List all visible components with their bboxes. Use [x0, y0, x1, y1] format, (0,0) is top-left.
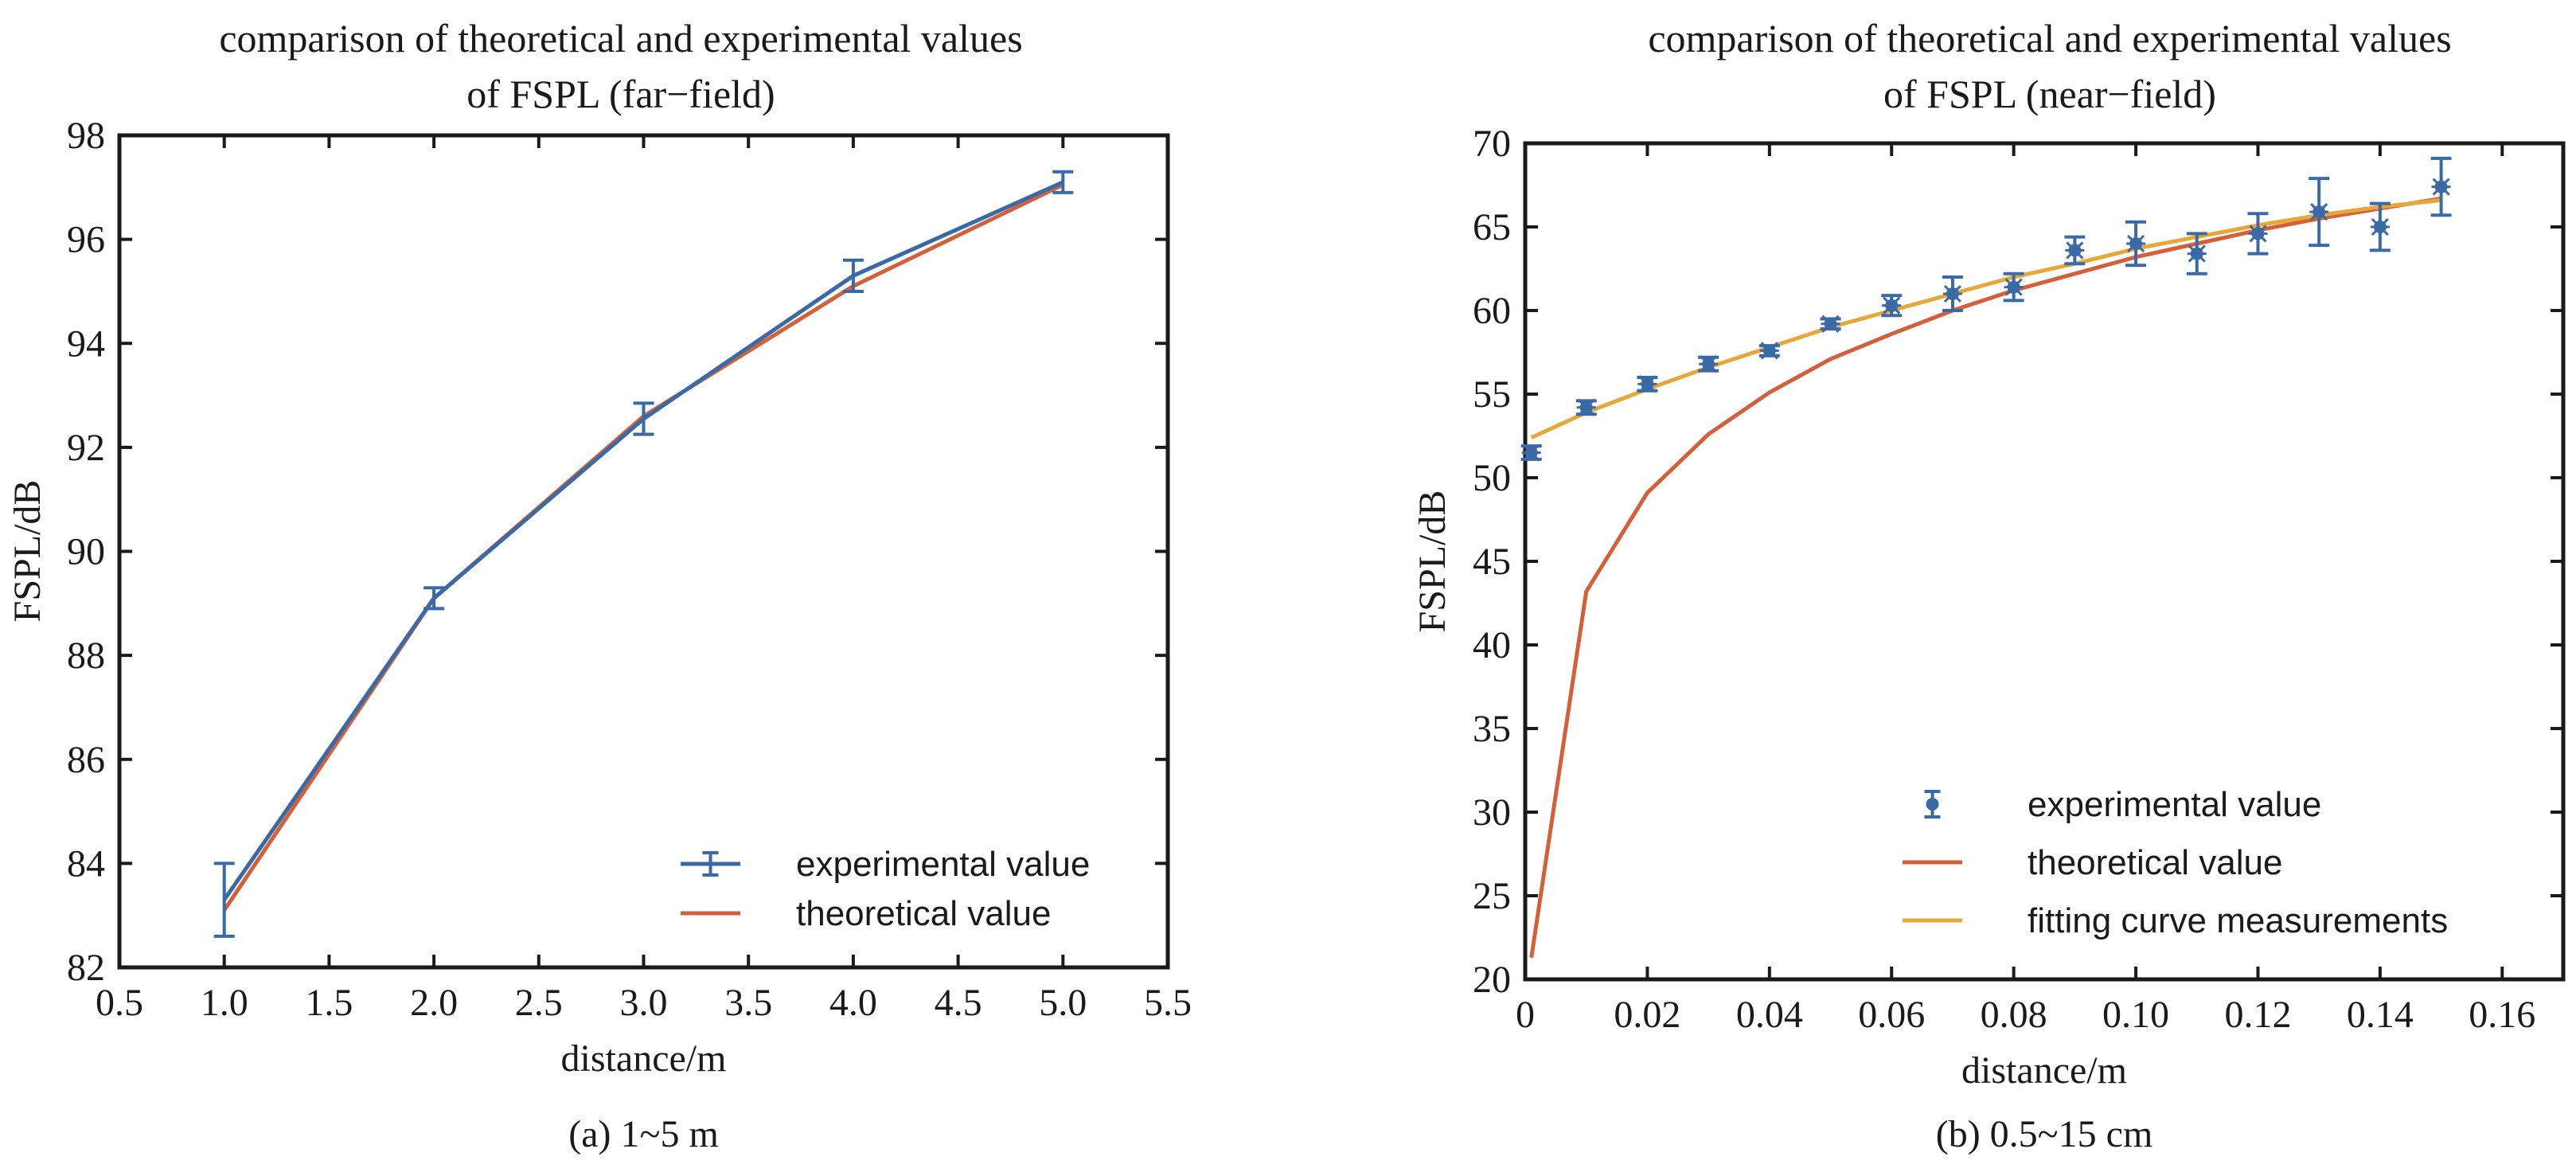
legend-label: fitting curve measurements — [2028, 901, 2448, 940]
y-tick-label: 92 — [67, 427, 105, 469]
x-tick-label: 4.0 — [829, 982, 877, 1024]
data-point-star — [2248, 225, 2268, 243]
data-point-star — [1699, 355, 1719, 373]
series-experimental — [1520, 156, 2452, 462]
legend-label: theoretical value — [2028, 843, 2282, 882]
x-tick-label: 5.5 — [1144, 982, 1192, 1024]
x-tick-label: 0.04 — [1736, 994, 1803, 1036]
x-tick-label: 2.5 — [515, 982, 563, 1024]
y-tick-label: 25 — [1473, 875, 1511, 917]
legend: experimental value theoretical value fitti… — [1903, 785, 2448, 940]
y-tick-label: 96 — [67, 219, 105, 261]
data-point-star — [1942, 284, 1962, 303]
y-tick-label: 60 — [1473, 290, 1511, 332]
x-tick-label: 0.14 — [2347, 994, 2414, 1036]
x-axis-label: distance/m — [561, 1037, 727, 1080]
x-tick-label: 5.0 — [1039, 982, 1087, 1024]
x-tick-label: 0 — [1516, 994, 1535, 1036]
legend: experimental value theoretical value — [681, 845, 1090, 933]
y-tick-label: 84 — [67, 842, 105, 885]
series-fitting — [1530, 197, 2441, 440]
y-axis-label: FSPL/dB — [1411, 490, 1454, 633]
legend-label: theoretical value — [796, 894, 1051, 933]
data-point-star — [2004, 278, 2024, 296]
y-tick-label: 88 — [67, 635, 105, 677]
chart-title-line: of FSPL (near−field) — [1883, 72, 2216, 116]
y-axis-label: FSPL/dB — [6, 480, 49, 623]
data-point-star — [2065, 241, 2085, 260]
x-tick-label: 0.5 — [96, 982, 143, 1024]
y-tick-label: 30 — [1473, 791, 1511, 834]
data-point-star — [2187, 244, 2207, 263]
y-tick-label: 86 — [67, 739, 105, 781]
x-tick-label: 0.16 — [2469, 994, 2535, 1036]
data-point-star — [1637, 375, 1657, 393]
y-tick-label: 20 — [1473, 959, 1511, 1001]
x-tick-label: 0.06 — [1858, 994, 1925, 1036]
y-tick-label: 45 — [1473, 541, 1511, 583]
data-point-star — [1759, 342, 1779, 360]
x-tick-label: 3.0 — [620, 982, 668, 1024]
x-tick-label: 0.10 — [2102, 994, 2169, 1036]
y-tick-label: 65 — [1473, 206, 1511, 248]
y-tick-label: 90 — [67, 531, 105, 573]
legend-label: experimental value — [2028, 785, 2321, 824]
legend-label: experimental value — [796, 845, 1090, 884]
data-point-star — [1576, 398, 1596, 416]
x-tick-label: 3.5 — [724, 982, 772, 1024]
figure-caption: (a) 1~5 m — [568, 1113, 719, 1155]
x-tick-label: 0.08 — [1981, 994, 2047, 1036]
series-line — [222, 182, 1064, 912]
data-point-star — [1521, 443, 1541, 462]
series-experimental — [213, 170, 1074, 938]
y-tick-label: 50 — [1473, 457, 1511, 499]
data-point-star — [2431, 178, 2451, 196]
chart-title-line: comparison of theoretical and experiment… — [1648, 16, 2451, 61]
plot-frame — [117, 133, 1170, 970]
chart-2: comparison of theoretical and experiment… — [1411, 16, 2566, 1155]
x-axis-label: distance/m — [1961, 1049, 2127, 1092]
y-tick-label: 35 — [1473, 708, 1511, 750]
y-tick-label: 40 — [1473, 624, 1511, 666]
x-tick-label: 0.02 — [1614, 994, 1680, 1036]
x-tick-label: 0.12 — [2224, 994, 2291, 1036]
y-tick-label: 94 — [67, 322, 105, 365]
series-line — [1529, 196, 2442, 959]
chart-1: comparison of theoretical and experiment… — [6, 16, 1192, 1155]
data-point-star — [1821, 315, 1840, 333]
x-tick-label: 4.5 — [935, 982, 982, 1024]
x-tick-label: 2.0 — [410, 982, 458, 1024]
series-line — [1530, 197, 2441, 440]
figure-caption: (b) 0.5~15 cm — [1936, 1113, 2153, 1155]
y-tick-label: 55 — [1473, 373, 1511, 416]
series-line — [222, 180, 1064, 901]
y-tick-label: 70 — [1473, 123, 1511, 165]
legend-point-swatch — [1926, 798, 1939, 811]
data-point-star — [2309, 203, 2329, 221]
data-point-star — [2370, 217, 2390, 236]
series-theoretical — [222, 182, 1064, 912]
y-tick-label: 98 — [67, 115, 105, 157]
data-point-star — [2126, 234, 2146, 253]
data-point-star — [1882, 296, 1902, 315]
chart-title-line: of FSPL (far−field) — [466, 72, 775, 116]
x-tick-label: 1.5 — [305, 982, 353, 1024]
chart-title-line: comparison of theoretical and experiment… — [219, 16, 1022, 61]
y-tick-label: 82 — [67, 947, 105, 989]
series-theoretical — [1529, 196, 2442, 959]
x-tick-label: 1.0 — [201, 982, 248, 1024]
